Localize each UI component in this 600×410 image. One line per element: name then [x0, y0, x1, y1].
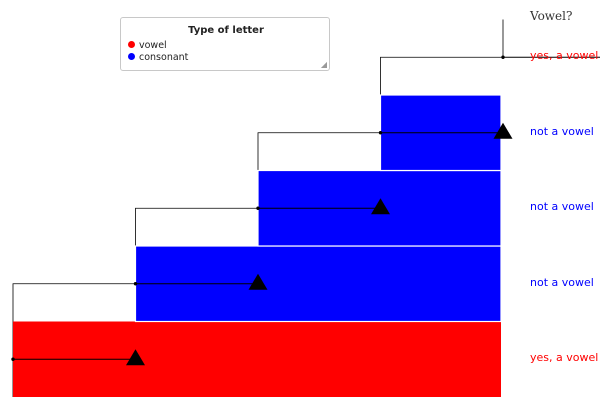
legend-title: Type of letter: [188, 25, 264, 36]
triangle-marker: [248, 273, 268, 290]
legend-box[interactable]: Type of letter vowel consonant ◢: [120, 17, 330, 71]
legend-item-vowel: vowel: [128, 40, 167, 52]
legend-vowel-dot: [128, 41, 135, 48]
triangle-markers: [126, 122, 513, 366]
connector-dot: [256, 206, 260, 210]
step-label: not a vowel: [530, 275, 594, 289]
triangle-marker: [493, 122, 513, 139]
legend-item-label: vowel: [139, 40, 167, 51]
connector-dot: [378, 131, 383, 135]
connector-dot: [501, 55, 505, 59]
legend-consonant-dot: [128, 53, 135, 60]
legend-item-label: consonant: [139, 52, 189, 63]
column-header: Vowel?: [530, 9, 573, 23]
step-label: yes, a vowel: [530, 49, 599, 63]
connector-dot: [11, 357, 15, 361]
staircase-bars: [13, 94, 502, 397]
connector-dot: [133, 282, 138, 286]
connector-lines: [11, 55, 600, 361]
step-label: not a vowel: [530, 200, 594, 214]
triangle-marker: [126, 349, 145, 366]
triangle-marker: [371, 198, 390, 215]
legend-item-consonant: consonant: [128, 52, 188, 64]
step-label: not a vowel: [530, 124, 594, 138]
step-label: yes, a vowel: [530, 351, 599, 365]
resize-grip-icon[interactable]: ◢: [320, 60, 327, 69]
